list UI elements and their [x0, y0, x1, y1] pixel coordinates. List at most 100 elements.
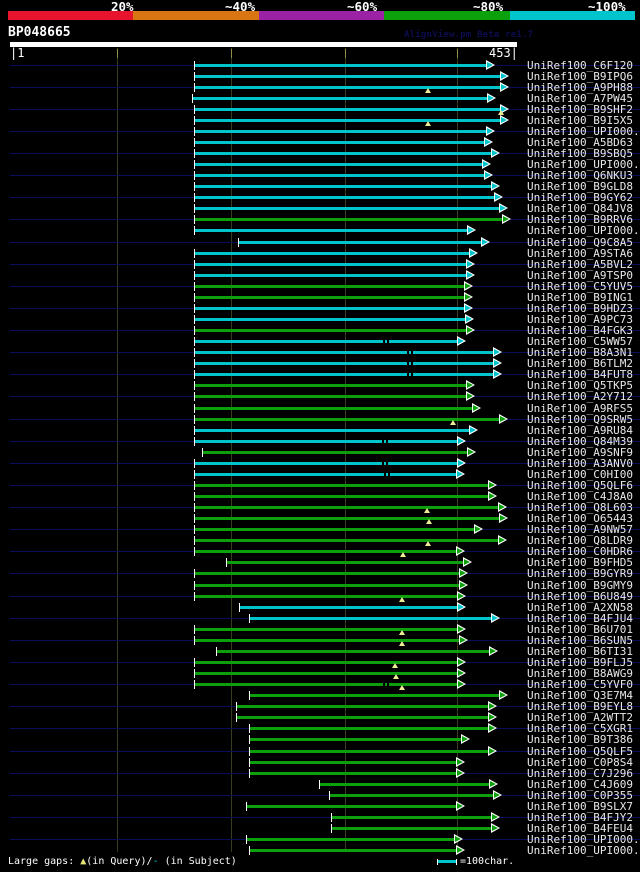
row-label[interactable]: UniRef100_Q8LDR9	[527, 534, 633, 548]
hit-bar[interactable]	[195, 306, 465, 310]
hit-bar[interactable]	[195, 207, 500, 211]
hit-bar[interactable]	[195, 483, 489, 487]
hit-bar[interactable]	[195, 163, 483, 167]
row-label[interactable]: UniRef100_B9SHF2	[527, 102, 633, 116]
row-label[interactable]: UniRef100_B9SBQ5	[527, 147, 633, 161]
hit-bar[interactable]	[237, 716, 489, 720]
row-label[interactable]: UniRef100_C0P355	[527, 788, 633, 802]
row-label[interactable]: UniRef100_B6U701	[527, 622, 633, 636]
row-label[interactable]: UniRef100_C5YVF0	[527, 678, 633, 692]
hit-bar[interactable]	[320, 782, 490, 786]
hit-bar[interactable]	[195, 461, 458, 465]
hit-bar[interactable]	[195, 472, 457, 476]
hit-bar[interactable]	[195, 152, 492, 156]
row-label[interactable]: UniRef100_C7J296	[527, 766, 633, 780]
row-label[interactable]: UniRef100_B9EYL8	[527, 700, 633, 714]
row-label[interactable]: UniRef100_A9RU84	[527, 423, 633, 437]
row-label[interactable]: UniRef100_A3ANV0	[527, 456, 633, 470]
hit-bar[interactable]	[239, 240, 482, 244]
hit-bar[interactable]	[195, 229, 468, 233]
row-label[interactable]: UniRef100_B4FJU4	[527, 611, 633, 625]
row-label[interactable]: UniRef100_B9I5X5	[527, 113, 633, 127]
hit-bar[interactable]	[195, 340, 458, 344]
hit-bar[interactable]	[332, 815, 492, 819]
hit-bar[interactable]	[195, 428, 470, 432]
row-label[interactable]: UniRef100_C0HDR6	[527, 545, 633, 559]
row-label[interactable]: UniRef100_B9GYR9	[527, 567, 633, 581]
hit-bar[interactable]	[250, 749, 489, 753]
row-label[interactable]: UniRef100_B4FUT8	[527, 368, 633, 382]
hit-bar[interactable]	[195, 638, 460, 642]
hit-bar[interactable]	[195, 550, 457, 554]
row-label[interactable]: UniRef100_A9PC73	[527, 312, 633, 326]
row-label[interactable]: UniRef100_Q8L603	[527, 501, 633, 515]
hit-bar[interactable]	[195, 373, 494, 377]
hit-bar[interactable]	[195, 63, 487, 67]
row-label[interactable]: UniRef100_B9GMY9	[527, 578, 633, 592]
hit-bar[interactable]	[247, 838, 455, 842]
row-label[interactable]: UniRef100_Q5QLF6	[527, 478, 633, 492]
row-label[interactable]: UniRef100_B9RRV6	[527, 213, 633, 227]
hit-bar[interactable]	[250, 760, 457, 764]
hit-bar[interactable]	[195, 506, 499, 510]
hit-bar[interactable]	[195, 661, 458, 664]
row-label[interactable]: UniRef100_Q6NKU3	[527, 169, 633, 183]
hit-bar[interactable]	[195, 74, 501, 78]
hit-bar[interactable]	[195, 572, 460, 576]
row-label[interactable]: UniRef100_C6F120	[527, 58, 633, 72]
hit-bar[interactable]	[195, 395, 467, 399]
row-label[interactable]: UniRef100_C5YUV5	[527, 279, 633, 293]
row-label[interactable]: UniRef100_A9RFS5	[527, 401, 633, 415]
row-label[interactable]: UniRef100_Q9SRW5	[527, 412, 633, 426]
row-label[interactable]: UniRef100_Q5QLF5	[527, 744, 633, 758]
row-label[interactable]: UniRef100_B4FEU4	[527, 821, 633, 835]
row-label[interactable]: UniRef100_Q3E7M4	[527, 689, 633, 703]
row-label[interactable]: UniRef100_C5WW57	[527, 335, 633, 349]
hit-bar[interactable]	[195, 295, 465, 299]
row-label[interactable]: UniRef100_A5BVL2	[527, 257, 633, 271]
hit-bar[interactable]	[227, 561, 464, 565]
hit-bar[interactable]	[195, 627, 458, 631]
hit-bar[interactable]	[195, 583, 460, 587]
row-label[interactable]: UniRef100_B4FGK3	[527, 324, 633, 338]
row-label[interactable]: UniRef100_A7PW45	[527, 91, 633, 105]
hit-bar[interactable]	[250, 694, 500, 698]
row-label[interactable]: UniRef100_UPI000..	[527, 833, 640, 847]
hit-bar[interactable]	[195, 417, 500, 421]
row-label[interactable]: UniRef100_A9STA6	[527, 246, 633, 260]
row-label[interactable]: UniRef100_B8AWG9	[527, 667, 633, 681]
hit-bar[interactable]	[195, 218, 503, 222]
hit-bar[interactable]	[195, 85, 501, 89]
hit-bar[interactable]	[195, 683, 458, 687]
row-label[interactable]: UniRef100_B9GY62	[527, 191, 633, 205]
row-label[interactable]: UniRef100_B9SLX7	[527, 799, 633, 813]
hit-bar[interactable]	[250, 771, 457, 775]
hit-bar[interactable]	[237, 705, 489, 709]
hit-bar[interactable]	[195, 594, 458, 598]
hit-bar[interactable]	[195, 495, 489, 499]
row-label[interactable]: UniRef100_UPI000..	[527, 124, 640, 138]
row-label[interactable]: UniRef100_B9HDZ3	[527, 301, 633, 315]
row-label[interactable]: UniRef100_B9FHD5	[527, 556, 633, 570]
row-label[interactable]: UniRef100_Q5TKP5	[527, 379, 633, 393]
hit-bar[interactable]	[195, 351, 494, 355]
row-label[interactable]: UniRef100_B6TI31	[527, 644, 633, 658]
hit-bar[interactable]	[195, 262, 467, 266]
hit-bar[interactable]	[217, 649, 490, 653]
row-label[interactable]: UniRef100_A9TSP0	[527, 268, 633, 282]
row-label[interactable]: UniRef100_A9NW57	[527, 523, 633, 537]
hit-bar[interactable]	[240, 605, 458, 609]
hit-bar[interactable]	[195, 185, 492, 189]
hit-bar[interactable]	[195, 107, 501, 111]
row-label[interactable]: UniRef100_B4FJY2	[527, 810, 633, 824]
hit-bar[interactable]	[195, 129, 487, 133]
hit-bar[interactable]	[250, 849, 457, 853]
row-label[interactable]: UniRef100_A5BD63	[527, 135, 633, 149]
hit-bar[interactable]	[195, 539, 499, 543]
row-label[interactable]: UniRef100_UPI000..	[527, 158, 640, 172]
hit-bar[interactable]	[247, 804, 457, 808]
hit-bar[interactable]	[193, 96, 488, 100]
row-label[interactable]: UniRef100_B8A3N1	[527, 346, 633, 360]
row-label[interactable]: UniRef100_Q9C8A5	[527, 235, 633, 249]
row-label[interactable]: UniRef100_Q84JV8	[527, 202, 633, 216]
